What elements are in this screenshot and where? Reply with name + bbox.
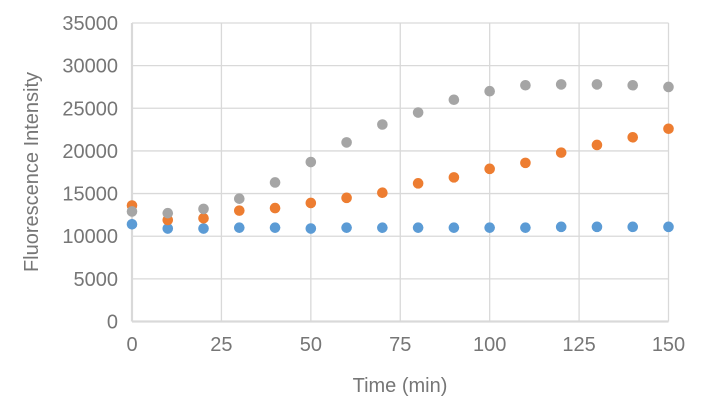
data-point-blue-t130 <box>591 221 603 233</box>
data-point-orange-t60 <box>341 192 352 204</box>
data-point-gray-t10 <box>162 207 174 219</box>
y-axis-tick-label-5000: 5000 <box>74 269 119 291</box>
data-point-gray-t100 <box>484 85 495 97</box>
data-point-orange-t120 <box>555 147 567 158</box>
gridlines <box>130 22 670 323</box>
tick-labels: 0 5000 10000 15000 20000 25000 30000 35000 0 25 50… <box>62 13 685 356</box>
series-blue <box>126 218 674 234</box>
y-axis-tick-label-0: 0 <box>107 312 118 334</box>
series-orange <box>126 123 674 226</box>
data-point-gray-t140 <box>627 79 639 91</box>
data-point-orange-t80 <box>412 178 424 189</box>
x-axis-title: Time (min) <box>353 375 448 397</box>
y-axis-tick-label-25000: 25000 <box>62 98 118 120</box>
data-point-orange-t140 <box>627 131 639 143</box>
data-point-orange-t70 <box>377 187 388 199</box>
data-point-blue-t50 <box>305 223 317 234</box>
data-point-gray-t130 <box>591 79 603 90</box>
data-point-blue-t80 <box>412 222 424 233</box>
data-point-orange-t150 <box>663 123 674 135</box>
y-axis-tick-label-20000: 20000 <box>62 141 118 163</box>
data-point-orange-t50 <box>305 197 317 209</box>
data-point-gray-t80 <box>412 107 424 118</box>
x-axis-tick-label-100: 100 <box>473 334 506 356</box>
data-point-orange-t110 <box>520 157 531 169</box>
data-point-blue-t90 <box>448 222 460 233</box>
x-axis-tick-label-150: 150 <box>652 334 685 356</box>
data-point-blue-t110 <box>520 222 531 233</box>
x-axis-tick-label-25: 25 <box>210 334 232 356</box>
data-point-orange-t30 <box>234 205 245 216</box>
data-point-blue-t10 <box>162 223 174 234</box>
series-gray <box>126 79 674 219</box>
data-point-orange-t130 <box>591 139 603 151</box>
data-point-orange-t40 <box>269 202 281 214</box>
data-point-gray-t120 <box>555 79 567 90</box>
y-axis-title: Fluorescence Intensity <box>21 72 43 272</box>
data-point-blue-t0 <box>126 218 138 230</box>
data-point-blue-t40 <box>269 222 281 233</box>
data-point-gray-t90 <box>448 94 460 106</box>
data-point-blue-t150 <box>663 221 674 233</box>
data-point-blue-t140 <box>627 221 639 233</box>
x-axis-tick-label-0: 0 <box>126 334 137 356</box>
y-axis-tick-label-10000: 10000 <box>62 226 118 248</box>
data-point-gray-t150 <box>663 81 674 93</box>
data-series <box>126 79 674 234</box>
data-point-gray-t110 <box>520 79 531 91</box>
data-point-gray-t30 <box>234 193 245 204</box>
data-point-gray-t0 <box>126 206 138 217</box>
y-axis-tick-label-35000: 35000 <box>62 13 118 35</box>
data-point-blue-t120 <box>555 221 567 233</box>
y-axis-tick-label-30000: 30000 <box>62 56 118 78</box>
data-point-blue-t70 <box>377 222 388 233</box>
data-point-gray-t40 <box>269 177 281 188</box>
data-point-gray-t60 <box>341 137 352 148</box>
data-point-orange-t90 <box>448 172 460 183</box>
data-point-gray-t20 <box>198 203 209 215</box>
x-axis-tick-label-75: 75 <box>389 334 411 356</box>
data-point-orange-t20 <box>198 213 209 224</box>
data-point-orange-t100 <box>484 163 495 175</box>
data-point-blue-t20 <box>198 223 209 234</box>
data-point-blue-t100 <box>484 222 495 233</box>
data-point-blue-t60 <box>341 222 352 233</box>
x-axis-tick-label-125: 125 <box>562 334 595 356</box>
data-point-blue-t30 <box>234 222 245 233</box>
data-point-gray-t50 <box>305 156 317 168</box>
y-axis-tick-label-15000: 15000 <box>62 184 118 206</box>
x-axis-tick-label-50: 50 <box>300 334 322 356</box>
data-point-gray-t70 <box>377 119 388 130</box>
